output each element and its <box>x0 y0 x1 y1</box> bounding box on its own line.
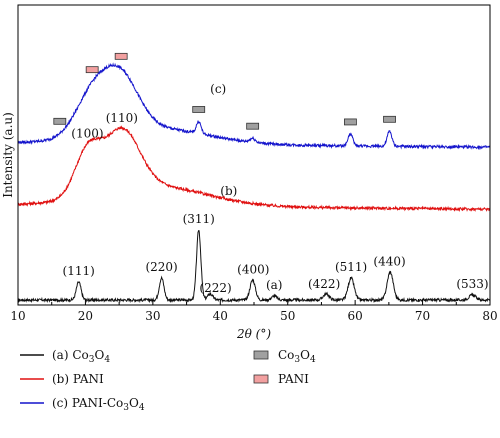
x-tick-label: 20 <box>78 309 93 323</box>
x-axis-title: 2θ (°) <box>236 327 271 341</box>
marker-co3o4 <box>246 122 260 130</box>
legend-label: (b) PANI <box>52 372 104 386</box>
peak-label-a: (422) <box>308 277 340 291</box>
marker-co3o4 <box>383 115 396 123</box>
curve-label-c: (c) <box>210 82 226 96</box>
marker-pani <box>85 66 99 74</box>
peak-label-a: (a) <box>266 278 283 292</box>
legend-label: Co3O4 <box>278 348 316 365</box>
marker-co3o4 <box>192 106 206 113</box>
x-tick-label: 30 <box>145 309 160 323</box>
peak-label-a: (533) <box>456 277 488 291</box>
peak-label-a: (440) <box>373 255 405 269</box>
marker-co3o4 <box>344 118 357 126</box>
legend-label: PANI <box>278 372 309 386</box>
peak-label-a: (400) <box>237 263 269 277</box>
series-line-c <box>17 62 491 151</box>
peak-label-b: (110) <box>106 111 138 125</box>
x-tick-label: 10 <box>10 309 25 323</box>
peak-label-a: (220) <box>145 260 177 274</box>
peak-label-a: (311) <box>183 212 215 226</box>
legend-label: (c) PANI-Co3O4 <box>52 396 145 413</box>
curve-label-b: (b) <box>220 184 237 198</box>
x-tick-label: 60 <box>348 309 363 323</box>
marker-pani <box>114 52 128 60</box>
peak-label-a: (511) <box>335 260 367 274</box>
legend: (a) Co3O4 (b) PANI (c) PANI-Co3O4 Co3O4 PANI <box>20 348 316 413</box>
axes-frame <box>17 4 491 306</box>
x-tick-label: 50 <box>280 309 295 323</box>
x-tick-label: 80 <box>482 309 497 323</box>
series-line-b <box>17 125 491 213</box>
plot-area: (b) (c) (111) (220) (311) (222) (400)(a) (422) (… <box>1 4 498 341</box>
legend-swatch-marker <box>253 374 269 384</box>
x-tick-label: 70 <box>415 309 430 323</box>
peak-label-b: (100) <box>71 126 103 140</box>
peak-label-a: (111) <box>63 264 95 278</box>
legend-swatch-marker <box>253 350 269 360</box>
peak-label-a: (222) <box>199 281 231 295</box>
legend-label: (a) Co3O4 <box>52 348 110 365</box>
series-line-a <box>17 229 491 304</box>
y-axis-title: Intensity (a.u) <box>1 112 15 198</box>
x-tick-label: 40 <box>213 309 228 323</box>
marker-co3o4 <box>53 117 67 125</box>
